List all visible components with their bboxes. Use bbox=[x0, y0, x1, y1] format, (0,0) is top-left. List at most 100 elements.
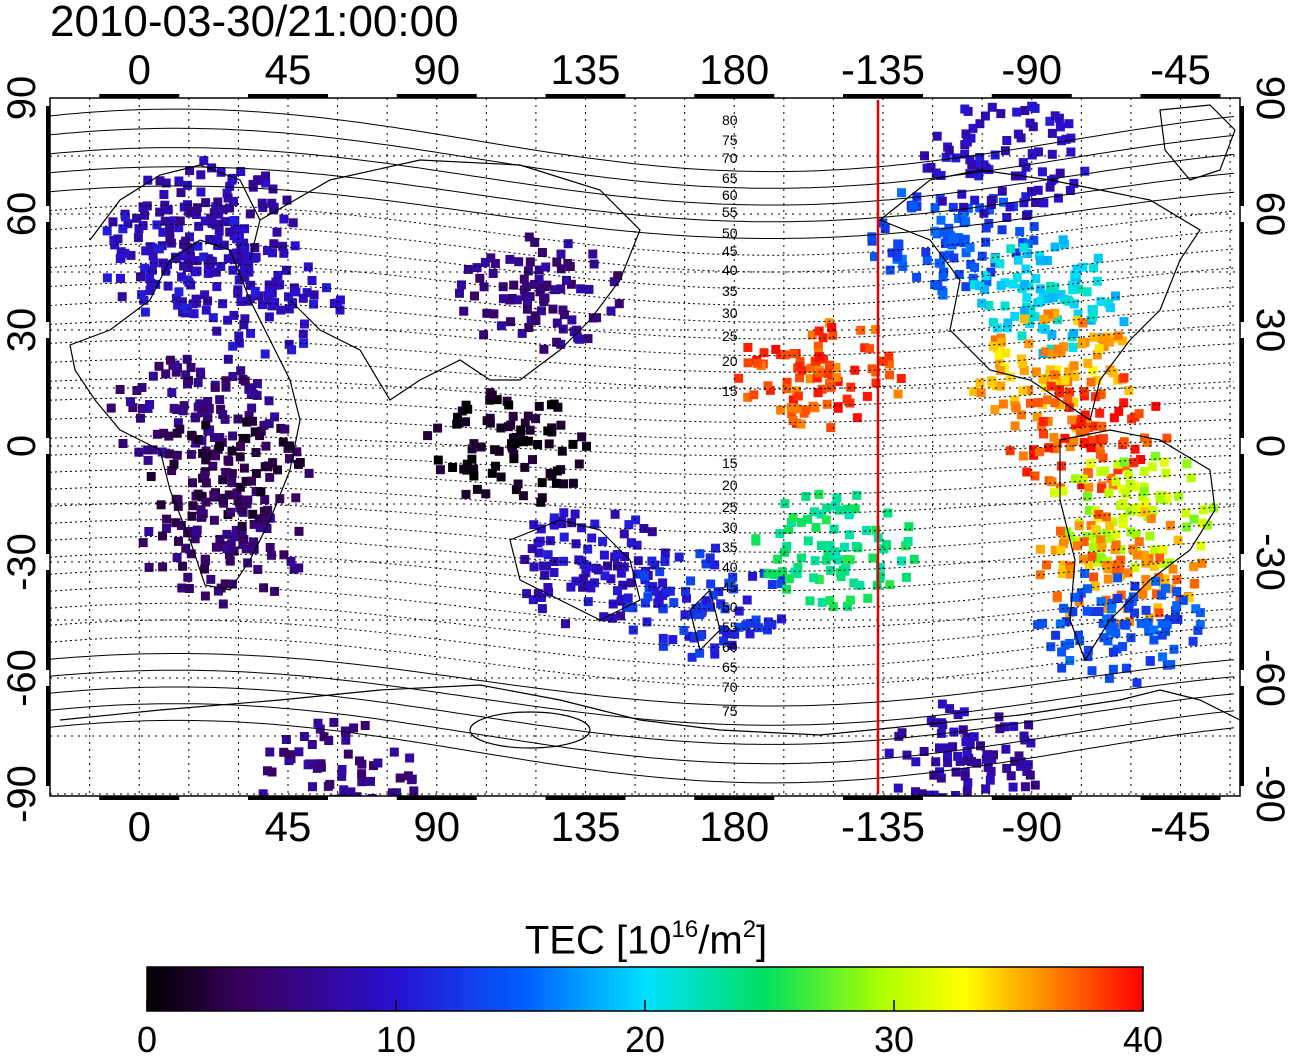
frame-tick-bar bbox=[991, 94, 1072, 98]
tec-cell bbox=[394, 803, 403, 812]
tec-cell bbox=[965, 243, 975, 252]
tec-cell bbox=[196, 187, 206, 197]
tec-cell bbox=[1021, 162, 1031, 172]
tec-cell bbox=[144, 562, 154, 572]
tec-cell bbox=[220, 217, 230, 227]
tec-cell bbox=[954, 269, 964, 279]
tec-cell bbox=[1196, 541, 1206, 551]
tec-cell bbox=[1087, 552, 1097, 562]
tec-cell bbox=[1088, 366, 1098, 375]
tec-cell bbox=[563, 239, 573, 249]
tec-cell bbox=[506, 317, 515, 327]
tec-cell bbox=[690, 632, 700, 642]
tec-cell bbox=[616, 611, 626, 621]
tec-cell bbox=[209, 490, 219, 500]
tec-cell bbox=[1083, 645, 1093, 655]
tec-cell bbox=[542, 280, 552, 290]
tec-cell bbox=[1075, 636, 1085, 645]
tec-cell bbox=[467, 444, 477, 454]
tec-cell bbox=[226, 507, 235, 517]
tec-cell bbox=[1096, 597, 1106, 607]
tec-cell bbox=[1111, 565, 1121, 575]
tec-cell bbox=[1024, 720, 1034, 730]
tec-cell bbox=[496, 321, 506, 331]
tec-cell bbox=[279, 550, 289, 560]
tec-cell bbox=[626, 538, 636, 548]
tec-cell bbox=[201, 478, 211, 488]
tec-cell bbox=[814, 352, 824, 362]
tec-cell bbox=[192, 203, 202, 213]
tec-cell bbox=[343, 749, 353, 759]
tec-cell bbox=[269, 239, 279, 249]
tec-cell bbox=[1030, 471, 1040, 481]
tec-cell bbox=[1113, 465, 1123, 475]
tec-cell bbox=[457, 406, 467, 416]
tec-cell bbox=[518, 491, 528, 501]
tec-cell bbox=[255, 431, 265, 441]
tec-cell bbox=[1151, 401, 1161, 411]
tec-cell bbox=[937, 286, 947, 295]
tec-cell bbox=[199, 252, 209, 262]
frame-tick-bar bbox=[46, 570, 50, 670]
tec-cell bbox=[211, 267, 221, 277]
colorbar-tick-label: 20 bbox=[624, 1019, 666, 1060]
tec-cell bbox=[182, 275, 192, 285]
tec-cell bbox=[228, 431, 238, 441]
tec-cell bbox=[1046, 365, 1056, 375]
tec-cell bbox=[227, 579, 237, 589]
x-tick-label: -135 bbox=[840, 803, 926, 850]
frame-tick-bar bbox=[1140, 94, 1221, 98]
tec-cell bbox=[1069, 328, 1079, 338]
tec-cell bbox=[290, 241, 300, 251]
coast-antarctica bbox=[59, 684, 1240, 736]
tec-cell bbox=[885, 265, 895, 275]
tec-cell bbox=[711, 543, 720, 553]
mlat-contour bbox=[50, 185, 1235, 239]
tec-cell bbox=[695, 648, 705, 658]
tec-cell bbox=[320, 816, 329, 825]
tec-cell bbox=[1195, 608, 1205, 618]
tec-cell bbox=[279, 214, 289, 224]
tec-cell bbox=[600, 571, 610, 581]
tec-cell bbox=[224, 456, 234, 466]
tec-cell bbox=[1032, 412, 1042, 422]
tec-cell bbox=[395, 773, 405, 783]
tec-cell bbox=[773, 554, 783, 564]
tec-cell bbox=[893, 783, 903, 793]
mlat-contour bbox=[50, 636, 1235, 688]
tec-cell bbox=[372, 810, 381, 819]
tec-cell bbox=[829, 524, 839, 534]
coast-australia bbox=[509, 519, 641, 621]
tec-cell bbox=[143, 445, 153, 455]
tec-cell bbox=[261, 178, 271, 188]
tec-cell bbox=[472, 484, 482, 494]
tec-cell bbox=[965, 155, 975, 165]
tec-cell bbox=[212, 282, 222, 292]
y-tick-label: 90 bbox=[0, 75, 44, 121]
tec-cell bbox=[544, 439, 554, 449]
mlat-contour bbox=[50, 166, 1235, 223]
tec-cell bbox=[218, 204, 228, 214]
tec-cell bbox=[540, 570, 550, 580]
tec-cell bbox=[951, 791, 960, 796]
tec-cell bbox=[1082, 287, 1092, 297]
tec-cell bbox=[491, 461, 500, 471]
tec-cell bbox=[366, 776, 375, 786]
tec-cell bbox=[1173, 614, 1183, 624]
tec-cell bbox=[523, 411, 533, 421]
tec-cell bbox=[830, 549, 840, 559]
tec-cell bbox=[520, 418, 530, 428]
tec-cell bbox=[989, 317, 998, 327]
tec-cell bbox=[1058, 235, 1068, 245]
tec-cell bbox=[1166, 660, 1176, 669]
frame-tick-bar bbox=[46, 106, 50, 206]
tec-cell bbox=[1184, 593, 1194, 603]
tec-cell bbox=[1137, 589, 1147, 599]
tec-cell bbox=[1055, 122, 1065, 132]
tec-cell bbox=[705, 553, 715, 563]
tec-cell bbox=[1134, 537, 1144, 547]
tec-cell bbox=[771, 344, 781, 354]
tec-cell bbox=[1029, 235, 1039, 245]
tec-cell bbox=[584, 284, 594, 294]
tec-cell bbox=[145, 272, 155, 282]
